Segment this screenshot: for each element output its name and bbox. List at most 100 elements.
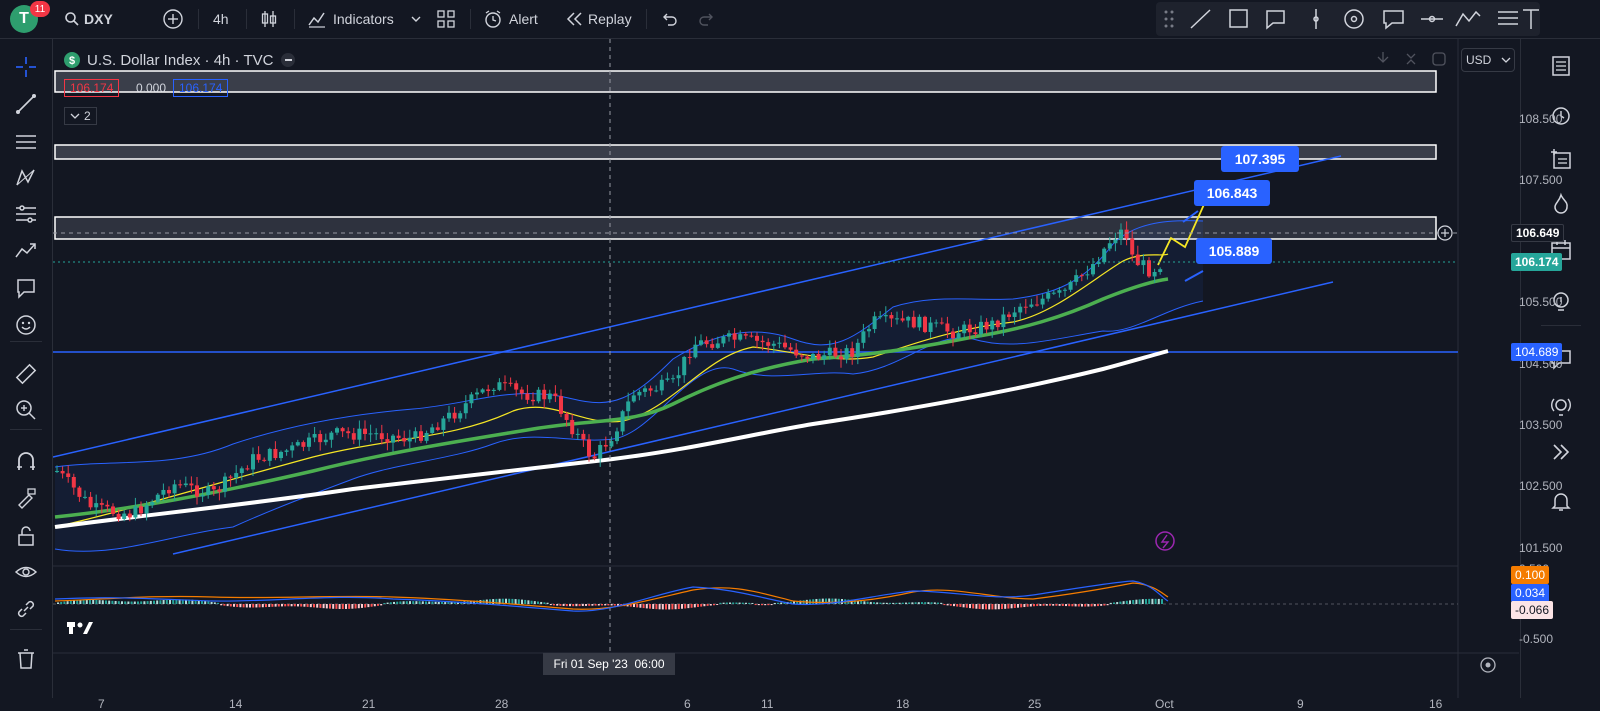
prediction-tool[interactable]: [0, 236, 52, 266]
macd-histogram-bar: [313, 604, 315, 608]
chat-button[interactable]: [1543, 344, 1579, 374]
price-chart[interactable]: [53, 39, 1519, 698]
sync-tool[interactable]: [0, 594, 52, 624]
macd-histogram-bar: [1045, 604, 1048, 606]
target-callout-low[interactable]: 105.889: [1196, 238, 1272, 264]
annotation-tool[interactable]: [0, 273, 52, 303]
symbol-legend[interactable]: $ U.S. Dollar Index · 4h · TVC: [63, 51, 296, 69]
chart-pane[interactable]: $ U.S. Dollar Index · 4h · TVC 106.174 0…: [53, 39, 1565, 711]
replay-panel-button[interactable]: [1543, 437, 1579, 467]
compare-button[interactable]: [162, 0, 184, 38]
candle-body: [671, 378, 675, 380]
fib-tool[interactable]: [0, 127, 52, 157]
crosshair-tool[interactable]: [0, 52, 52, 82]
macd-histogram-bar: [549, 604, 552, 606]
macd-histogram-bar: [511, 598, 514, 604]
notifications-button[interactable]: [1543, 486, 1579, 516]
macd-histogram-bar: [431, 601, 434, 604]
add-list-button[interactable]: [1543, 144, 1579, 174]
avatar-letter: T: [19, 10, 29, 27]
target-callout-high[interactable]: 107.395: [1221, 146, 1299, 172]
ideas-button[interactable]: [1543, 287, 1579, 317]
macd-histogram-bar: [962, 604, 965, 608]
chart-type-button[interactable]: [259, 0, 279, 38]
layouts-button[interactable]: [436, 0, 456, 38]
macd-value-label: 0.034: [1511, 584, 1550, 602]
settings-gear-icon[interactable]: [1480, 657, 1496, 673]
magnet-tool[interactable]: [0, 447, 52, 477]
time-tick: 18: [896, 697, 910, 711]
macd-histogram-bar: [671, 604, 674, 610]
remove-drawings-tool[interactable]: [0, 644, 52, 674]
lock-tool[interactable]: [0, 521, 52, 551]
channel-lower-line[interactable]: [172, 281, 1334, 555]
price-tick: 103.500: [1519, 418, 1563, 432]
alerts-button[interactable]: [1543, 100, 1579, 130]
emoji-tool[interactable]: [0, 310, 52, 340]
macd-histogram-bar: [639, 604, 642, 608]
macd-histogram-bar: [978, 604, 981, 609]
candle-body: [323, 439, 328, 443]
chevron-down-icon: [1501, 57, 1511, 63]
resistance-zone-mid[interactable]: [54, 144, 1437, 160]
macd-histogram: [57, 598, 1163, 610]
indicators-dropdown[interactable]: [410, 0, 422, 38]
channel-upper-line[interactable]: [53, 155, 1342, 458]
legend-collapse-icon[interactable]: [281, 53, 296, 67]
macd-histogram-bar: [796, 600, 799, 604]
resistance-zone-top[interactable]: [54, 70, 1437, 93]
notification-badge: 11: [30, 1, 50, 17]
alert-button[interactable]: Alert: [483, 0, 538, 38]
projection-path[interactable]: [1157, 190, 1211, 266]
candle-body: [519, 389, 524, 394]
macd-histogram-bar: [473, 600, 475, 604]
macd-histogram-bar: [306, 604, 309, 607]
zoom-tool[interactable]: [0, 395, 52, 425]
trendline-tool[interactable]: [0, 89, 52, 119]
replay-button[interactable]: Replay: [564, 0, 632, 38]
ask-price-box[interactable]: 106.174: [173, 79, 229, 97]
gann-tool[interactable]: [0, 199, 52, 229]
target-callout-mid[interactable]: 106.843: [1194, 180, 1270, 206]
macd-histogram-bar: [345, 604, 347, 609]
tradingview-logo: [67, 622, 93, 634]
candle-body: [189, 483, 194, 486]
interval-button[interactable]: 4h: [213, 11, 229, 27]
candle-body: [161, 489, 166, 495]
candle-body: [503, 382, 507, 384]
time-tick: 7: [98, 697, 105, 711]
macd-histogram-bar: [495, 598, 498, 604]
indicators-button[interactable]: Indicators: [307, 0, 394, 38]
macd-histogram-bar: [377, 604, 379, 606]
undo-button[interactable]: [660, 0, 678, 38]
macd-histogram-bar: [981, 604, 984, 610]
pane-control-icons[interactable]: [1373, 49, 1458, 69]
indicators-toggle[interactable]: 2: [64, 107, 97, 125]
symbol-search[interactable]: DXY: [64, 0, 113, 38]
pattern-tool[interactable]: [0, 163, 52, 193]
ruler-tool[interactable]: [0, 359, 52, 389]
streams-button[interactable]: [1543, 392, 1579, 422]
macd-histogram-bar: [556, 604, 559, 606]
macd-histogram-bar: [1055, 604, 1058, 606]
lock-drawings-tool[interactable]: [0, 483, 52, 513]
resistance-zone-low[interactable]: [54, 216, 1437, 240]
macd-histogram-bar: [1132, 599, 1135, 604]
redo-button[interactable]: [698, 0, 716, 38]
currency-select[interactable]: USD: [1461, 48, 1515, 72]
candlestick-series[interactable]: [55, 221, 1163, 522]
macd-histogram-bar: [137, 601, 139, 604]
hotlist-button[interactable]: [1543, 189, 1579, 219]
bid-price-box[interactable]: 106.174: [64, 79, 120, 97]
left-drawing-toolbar: [0, 39, 53, 698]
events-lightning-icon[interactable]: [1155, 531, 1175, 551]
macd-histogram-bar: [866, 601, 869, 604]
callout-pointer: [1182, 210, 1199, 223]
watchlist-button[interactable]: [1543, 51, 1579, 81]
macd-histogram-bar: [1010, 604, 1013, 609]
macd-hist-label: -0.066: [1511, 601, 1554, 619]
macd-histogram-bar: [501, 598, 504, 604]
macd-histogram-bar: [255, 604, 258, 608]
hide-tool[interactable]: [0, 557, 52, 587]
candle-body: [273, 448, 278, 459]
